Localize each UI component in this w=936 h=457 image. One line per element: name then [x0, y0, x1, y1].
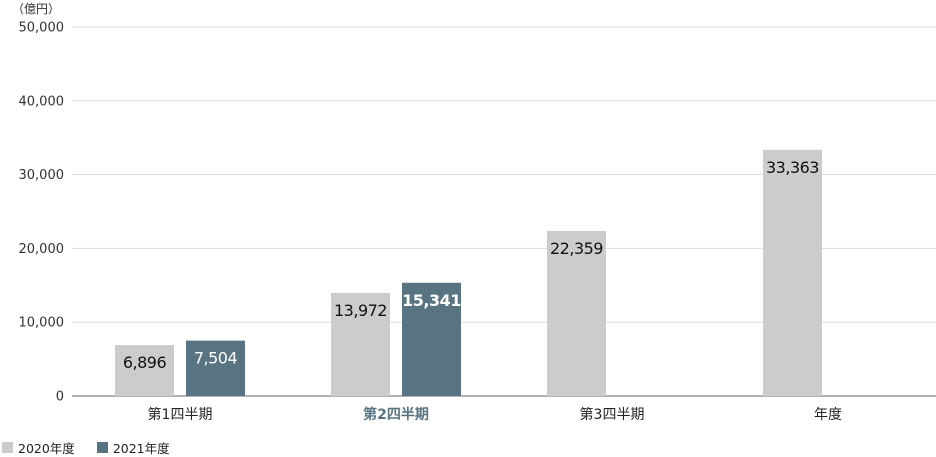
x-category-label: 第3四半期	[580, 406, 645, 423]
y-tick-label: 30,000	[19, 168, 65, 183]
y-axis-unit-label: （億円）	[12, 2, 60, 16]
y-axis-ticks: 0 10,000 20,000 30,000 40,000 50,000	[19, 21, 65, 405]
legend: 2020年度 2021年度	[2, 438, 170, 457]
y-tick-label: 20,000	[19, 242, 65, 257]
legend-label-2020: 2020年度	[18, 441, 75, 456]
legend-swatch-2021	[96, 442, 108, 453]
data-label: 22,359	[550, 239, 603, 258]
data-label: 6,896	[123, 353, 167, 372]
legend-label-2021: 2021年度	[112, 441, 170, 456]
bar-chart: （億円） 0 10,000 20,000 30,000 40,000 50,000 6,8…	[12, 2, 936, 423]
data-label: 15,341	[402, 291, 461, 310]
bar-2020年度	[547, 230, 606, 396]
x-category-label: 年度	[814, 407, 842, 423]
data-label: 7,504	[194, 349, 238, 368]
y-tick-label: 0	[56, 390, 64, 405]
data-labels: 6,896 7,504 13,972 15,341 22,359 33,363	[123, 158, 820, 372]
bar-2020年度	[115, 345, 174, 396]
legend-item-2020: 2020年度	[2, 438, 75, 457]
y-tick-label: 50,000	[19, 21, 65, 36]
bars	[115, 149, 822, 396]
bar-2021年度	[402, 282, 461, 396]
data-label: 13,972	[334, 301, 387, 320]
x-category-label: 第1四半期	[148, 406, 213, 423]
y-tick-label: 40,000	[19, 94, 65, 109]
legend-swatch-2020	[2, 442, 13, 453]
x-axis-categories: 第1四半期 第2四半期 第3四半期 年度	[148, 406, 842, 423]
y-tick-label: 10,000	[19, 316, 65, 331]
data-label: 33,363	[766, 158, 819, 177]
x-category-label: 第2四半期	[363, 406, 429, 423]
bar-2020年度	[331, 292, 390, 396]
bar-2021年度	[186, 340, 245, 396]
bar-2020年度	[763, 149, 822, 396]
legend-item-2021: 2021年度	[96, 438, 170, 457]
